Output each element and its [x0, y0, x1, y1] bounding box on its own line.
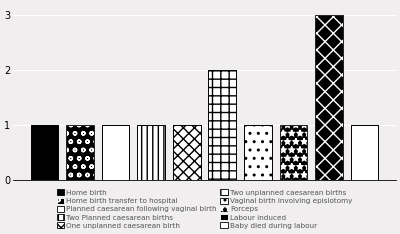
Bar — [173, 125, 201, 180]
Bar — [244, 125, 272, 180]
Bar — [137, 125, 165, 180]
Bar — [351, 125, 378, 180]
Bar — [173, 125, 201, 180]
Bar — [66, 125, 94, 180]
Bar — [102, 125, 130, 180]
Bar — [30, 125, 58, 180]
Bar — [244, 125, 272, 180]
Bar — [280, 125, 307, 180]
Legend: Home birth, Home birth transfer to hospital, Planned caesarean following vaginal: Home birth, Home birth transfer to hospi… — [56, 189, 353, 230]
Bar — [208, 70, 236, 180]
Bar — [30, 125, 58, 180]
Bar — [351, 125, 378, 180]
Bar — [102, 125, 130, 180]
Bar — [137, 125, 165, 180]
Bar — [315, 15, 343, 180]
Bar — [280, 125, 307, 180]
Bar — [208, 70, 236, 180]
Bar — [66, 125, 94, 180]
Bar — [315, 15, 343, 180]
